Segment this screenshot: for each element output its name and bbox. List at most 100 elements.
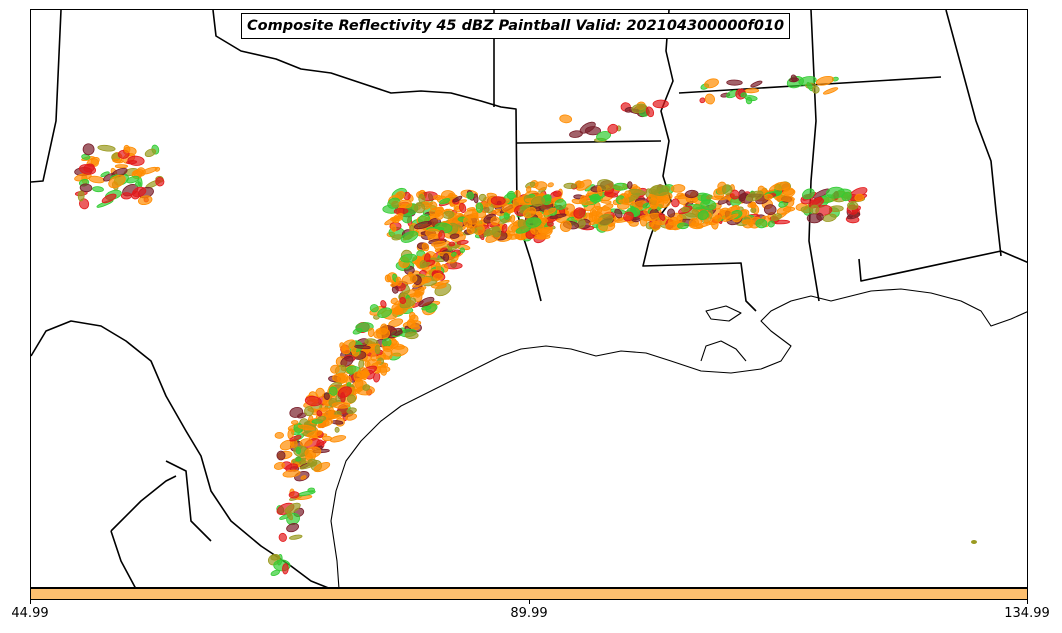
map-panel (30, 9, 1028, 588)
reflectivity-blob (289, 406, 304, 418)
reflectivity-blob (541, 217, 548, 224)
reflectivity-blob (92, 186, 104, 193)
reflectivity-blob (536, 211, 543, 216)
reflectivity-blob (559, 114, 573, 124)
reflectivity-blob (503, 212, 510, 220)
reflectivity-blob (764, 193, 773, 200)
reflectivity-blob (332, 373, 346, 383)
reflectivity-blob (384, 274, 392, 283)
reflectivity-blob (350, 345, 357, 355)
reflectivity-blob (573, 207, 586, 219)
reflectivity-blob (413, 220, 432, 230)
reflectivity-blob (390, 282, 398, 287)
reflectivity-blob (282, 469, 301, 478)
reflectivity-blob (449, 233, 460, 239)
al-ga-border (945, 10, 1002, 257)
reflectivity-blob (622, 196, 630, 205)
reflectivity-blob (304, 406, 314, 417)
reflectivity-blob (126, 175, 140, 184)
reflectivity-blob (631, 103, 648, 114)
reflectivity-blob (624, 190, 632, 198)
reflectivity-blob (108, 174, 126, 189)
reflectivity-blob (400, 253, 418, 263)
reflectivity-blob (399, 297, 407, 304)
reflectivity-blob (328, 414, 343, 419)
reflectivity-blob (77, 190, 85, 202)
reflectivity-blob (398, 199, 413, 209)
reflectivity-blob (381, 362, 389, 369)
reflectivity-blob (329, 386, 338, 396)
reflectivity-blob (486, 192, 498, 199)
louisiana-marsh (700, 340, 747, 362)
reflectivity-blob (154, 166, 161, 172)
reflectivity-blob (704, 93, 716, 105)
reflectivity-blob (579, 121, 596, 134)
reflectivity-blob (413, 202, 426, 214)
reflectivity-blob (404, 331, 419, 340)
ms-al-border (808, 10, 820, 302)
reflectivity-blob (729, 189, 740, 200)
reflectivity-blob (388, 318, 404, 328)
reflectivity-blob (677, 222, 689, 230)
map-canvas (31, 10, 1027, 587)
lake-pontchartrain (705, 305, 742, 322)
reflectivity-blob (376, 328, 391, 340)
reflectivity-blob (362, 384, 371, 391)
reflectivity-blob (380, 300, 387, 309)
reflectivity-blob (282, 563, 289, 575)
reflectivity-blob (329, 435, 347, 443)
reflectivity-blob (689, 217, 700, 228)
reflectivity-blob (773, 181, 791, 191)
reflectivity-blob (286, 523, 300, 533)
reflectivity-blob (670, 184, 686, 193)
reflectivity-blob (721, 184, 733, 195)
reflectivity-blob (155, 177, 165, 187)
reflectivity-blob (559, 220, 572, 233)
reflectivity-blob (767, 220, 775, 228)
reflectivity-blob (466, 191, 475, 200)
reflectivity-blob (439, 198, 451, 205)
reflectivity-blob (299, 438, 313, 447)
reflectivity-blob (525, 217, 542, 228)
reflectivity-blob (323, 392, 330, 400)
reflectivity-blob (822, 87, 839, 95)
reflectivity-blob (543, 207, 557, 216)
reflectivity-blobs (74, 74, 977, 577)
colorbar-tick-label-min: 44.99 (11, 606, 49, 621)
reflectivity-blob (667, 208, 676, 218)
reflectivity-blob (458, 202, 467, 214)
colorbar-tick (1027, 600, 1028, 604)
reflectivity-blob (770, 213, 782, 221)
reflectivity-blob (491, 226, 502, 238)
reflectivity-blob (448, 241, 456, 247)
reflectivity-blob (800, 206, 812, 214)
reflectivity-blob (612, 182, 629, 191)
reflectivity-blob (433, 194, 442, 201)
reflectivity-blob (289, 534, 303, 540)
reflectivity-blob (273, 461, 285, 470)
reflectivity-blob (123, 144, 131, 153)
nm-tx-border (31, 10, 62, 183)
coastline (330, 288, 1027, 587)
reflectivity-blob (306, 430, 323, 438)
reflectivity-blob (278, 532, 287, 542)
reflectivity-blob (580, 195, 587, 203)
colorbar-tick (529, 600, 530, 604)
reflectivity-blob (523, 207, 537, 219)
reflectivity-blob (382, 345, 393, 352)
reflectivity-blob (400, 230, 419, 243)
reflectivity-blob (433, 272, 444, 281)
ar-la-border (516, 140, 662, 144)
reflectivity-blob (276, 450, 286, 461)
reflectivity-blob (82, 143, 95, 156)
reflectivity-blob (317, 419, 334, 428)
reflectivity-blob (745, 96, 753, 105)
reflectivity-blob (526, 186, 532, 193)
reflectivity-blob (645, 106, 655, 118)
reflectivity-blob (299, 462, 318, 470)
reflectivity-blob (392, 213, 404, 221)
reflectivity-blob (112, 158, 124, 164)
reflectivity-blob (313, 462, 331, 473)
colorbar-tick-label-mid: 89.99 (510, 606, 548, 621)
reflectivity-blob (554, 198, 567, 210)
